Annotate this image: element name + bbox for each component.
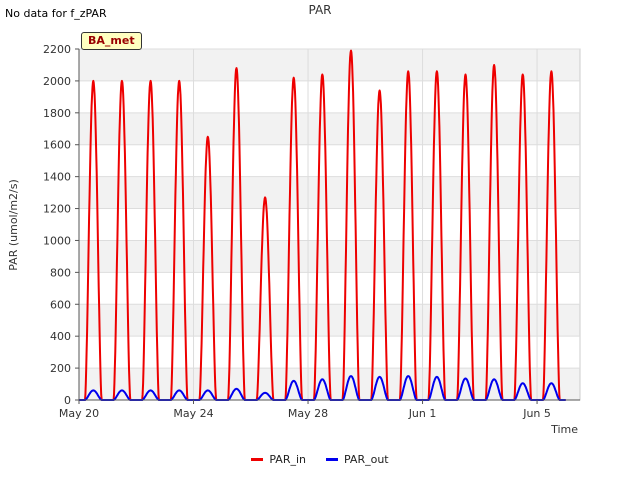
x-axis-label: Time (550, 423, 578, 436)
x-axis: May 20 May 24 May 28 Jun 1 Jun 5 (59, 399, 580, 420)
y-tick-label: 1600 (43, 139, 71, 152)
x-tick-label: May 20 (59, 407, 99, 420)
legend-swatch-par-in (251, 458, 264, 461)
y-tick-label: 1400 (43, 171, 71, 184)
y-tick-label: 2200 (43, 43, 71, 56)
no-data-note: No data for f_zPAR (5, 7, 107, 20)
y-tick-label: 1000 (43, 234, 71, 247)
x-tick-label: May 28 (288, 407, 328, 420)
y-tick-label: 400 (50, 330, 71, 343)
series-lines (79, 49, 566, 401)
x-tick-label: Jun 5 (522, 407, 551, 420)
band (79, 176, 580, 209)
legend-label-par-out: PAR_out (344, 453, 389, 466)
band (79, 240, 580, 273)
y-tick-label: 1200 (43, 203, 71, 216)
x-tick-label: Jun 1 (408, 407, 437, 420)
y-tick-label: 0 (64, 394, 71, 407)
chart-title: PAR (308, 3, 332, 17)
legend-item-par-in: PAR_in (251, 453, 306, 466)
legend: PAR_in PAR_out (0, 453, 640, 466)
y-tick-label: 600 (50, 298, 71, 311)
y-tick-label: 2000 (43, 75, 71, 88)
site-badge: BA_met (81, 32, 142, 50)
legend-item-par-out: PAR_out (326, 453, 389, 466)
plot-background-bands (78, 48, 581, 401)
y-axis: 0 200 400 600 800 1000 1200 1400 1600 1800 2000 220… (43, 43, 80, 407)
legend-swatch-par-out (326, 458, 338, 461)
y-tick-label: 200 (50, 362, 71, 375)
band (79, 49, 580, 81)
series-line-par-in (79, 49, 566, 401)
legend-label-par-in: PAR_in (269, 453, 306, 466)
y-tick-label: 1800 (43, 107, 71, 120)
x-tick-label: May 24 (173, 407, 213, 420)
y-tick-label: 800 (50, 266, 71, 279)
y-axis-label: PAR (umol/m2/s) (7, 179, 20, 271)
series-line-par-out (79, 375, 566, 401)
